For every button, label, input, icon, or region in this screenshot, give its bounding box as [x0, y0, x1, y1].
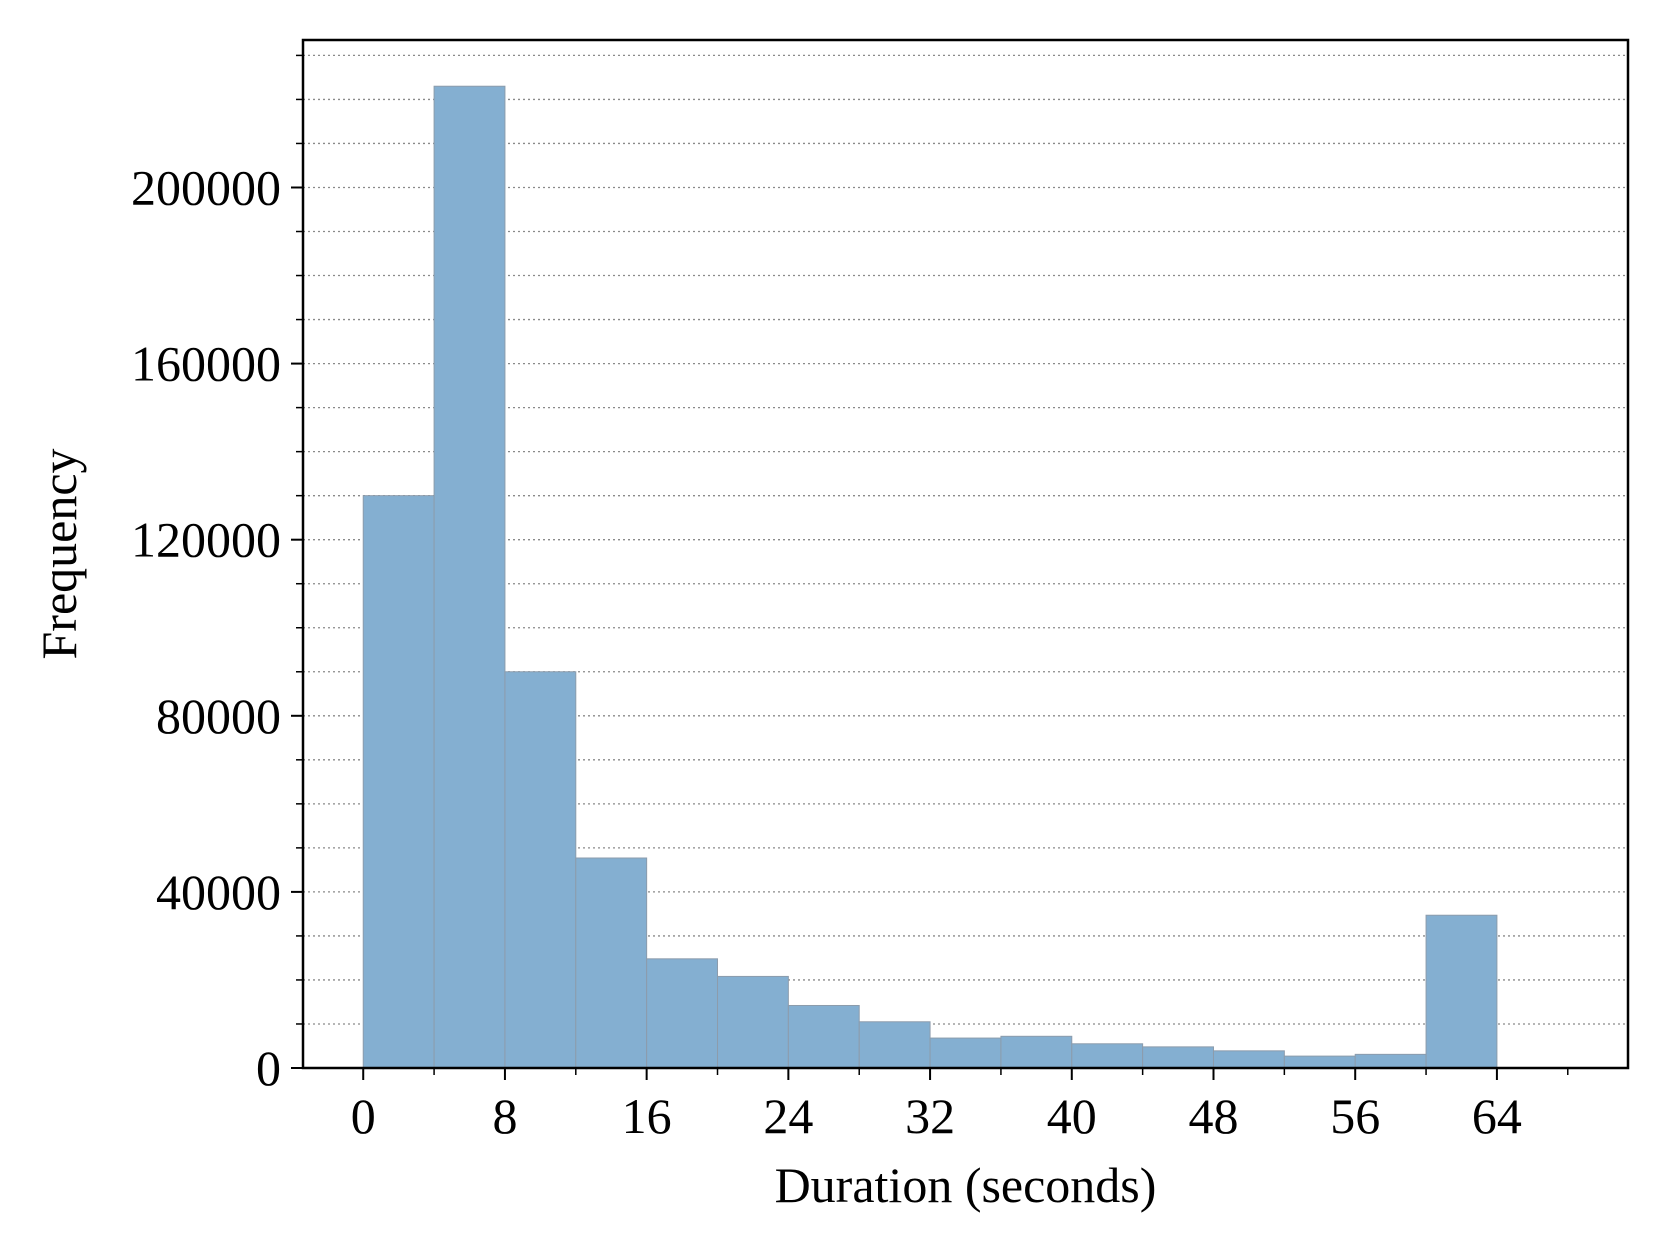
x-tick-label: 64	[1472, 1088, 1522, 1144]
histogram-bar	[646, 958, 719, 1069]
histogram-bar	[1142, 1046, 1214, 1069]
y-tick-label: 40000	[156, 864, 281, 920]
y-tick-label: 80000	[156, 688, 281, 744]
x-axis-label: Duration (seconds)	[775, 1157, 1157, 1213]
histogram-bar	[1283, 1055, 1356, 1069]
y-tick-label: 120000	[131, 512, 281, 568]
ticks-layer: 0 40000 80000 120000 160000 200000 0 8 16 24 32 40 4…	[131, 54, 1569, 1144]
x-tick-label: 0	[351, 1088, 376, 1144]
plot-frame	[301, 38, 1630, 1070]
histogram-bar	[362, 495, 435, 1069]
histogram-bar	[787, 1004, 860, 1069]
histogram-bar	[1212, 1050, 1285, 1069]
histogram-bar	[433, 85, 506, 1069]
histogram-bar	[858, 1021, 931, 1069]
x-tick-label: 32	[905, 1088, 955, 1144]
x-tick-label: 16	[622, 1088, 672, 1144]
histogram-bar	[929, 1037, 1002, 1069]
y-tick-label: 0	[256, 1040, 281, 1096]
histogram-bar	[575, 857, 648, 1069]
x-tick-label: 40	[1047, 1088, 1097, 1144]
y-tick-label: 160000	[131, 336, 281, 392]
histogram-bar	[1425, 914, 1498, 1069]
histogram-bar	[717, 975, 789, 1069]
x-tick-label: 48	[1188, 1088, 1238, 1144]
x-tick-label: 24	[763, 1088, 813, 1144]
bars-layer	[362, 85, 1498, 1069]
histogram-bar	[1071, 1043, 1144, 1069]
x-tick-label: 8	[492, 1088, 517, 1144]
y-tick-label: 200000	[131, 159, 281, 215]
histogram-bar	[504, 671, 577, 1069]
x-tick-label: 56	[1330, 1088, 1380, 1144]
histogram-bar	[1354, 1053, 1427, 1069]
y-axis-label: Frequency	[31, 448, 87, 659]
histogram-bar	[1000, 1035, 1073, 1069]
